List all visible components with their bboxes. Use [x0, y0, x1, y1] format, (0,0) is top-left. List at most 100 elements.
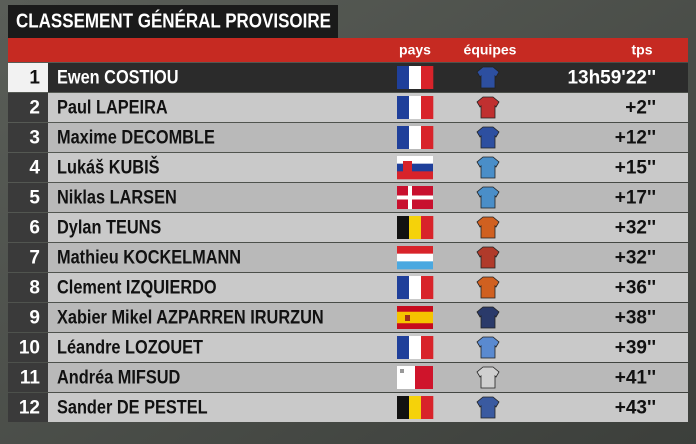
flag-part: [397, 253, 433, 262]
row-background: [48, 303, 688, 332]
rank-background: [8, 183, 48, 212]
time: +2'': [625, 98, 656, 119]
rank-background: [8, 123, 48, 152]
flag: [397, 306, 433, 329]
title: CLASSEMENT GÉNÉRAL PROVISOIRE: [16, 9, 331, 32]
flag: [397, 396, 434, 419]
time: +32'': [615, 218, 656, 239]
rank: 2: [29, 98, 40, 119]
flag-part: [421, 126, 434, 149]
time: +39'': [615, 338, 656, 359]
time: 13h59'22'': [567, 68, 656, 89]
flag: [397, 66, 434, 89]
row: 8 Clement IZQUIERDO +36'': [8, 273, 688, 302]
flag-part: [397, 396, 410, 419]
team-jersey: [476, 366, 500, 389]
row-background: [48, 213, 688, 242]
rank: 3: [29, 128, 40, 149]
flag-part: [397, 163, 433, 172]
flag-part: [397, 171, 433, 180]
flag-part: [421, 336, 434, 359]
flag: [397, 156, 433, 180]
time: +41'': [615, 368, 656, 389]
row-background: [48, 123, 688, 152]
row-background: [48, 363, 688, 392]
team-jersey: [476, 156, 500, 179]
row-background: [48, 243, 688, 272]
row-background: [48, 393, 688, 422]
row-background: [48, 183, 688, 212]
flag: [397, 126, 434, 149]
row-background: [48, 63, 688, 92]
row: 11 Andréa MIFSUD +41'': [8, 363, 688, 392]
rider-name: Maxime DECOMBLE: [57, 126, 215, 147]
rank-background: [8, 243, 48, 272]
flag-part: [397, 276, 410, 299]
team-jersey: [476, 396, 500, 419]
team-jersey: [476, 306, 500, 329]
rider-name: Léandre LOZOUET: [57, 336, 203, 357]
flag-part: [409, 96, 422, 119]
flag-part: [397, 66, 410, 89]
flag: [397, 246, 433, 270]
team-jersey: [476, 96, 500, 119]
flag-part: [403, 161, 412, 174]
rider-name: Dylan TEUNS: [57, 216, 161, 237]
rank-background: [8, 213, 48, 242]
flag-part: [409, 216, 422, 239]
flag-part: [397, 195, 433, 200]
rank: 12: [19, 398, 40, 419]
header-bar: [8, 38, 688, 62]
flag-part: [397, 126, 410, 149]
flag: [397, 276, 434, 299]
team-jersey: [476, 336, 500, 359]
rank: 11: [20, 368, 41, 389]
row: 3 Maxime DECOMBLE +12'': [8, 123, 688, 152]
rider-name: Clement IZQUIERDO: [57, 276, 217, 297]
rank-background: [8, 93, 48, 122]
flag-part: [397, 336, 410, 359]
time: +17'': [615, 188, 656, 209]
flag-part: [415, 366, 433, 389]
flag-part: [405, 315, 410, 321]
rank-background: [8, 393, 48, 422]
rank: 4: [29, 158, 40, 179]
flag-part: [421, 96, 434, 119]
flag-part: [397, 311, 433, 324]
time: +43'': [615, 398, 656, 419]
rank-background: [8, 363, 48, 392]
flag-part: [409, 126, 422, 149]
rank: 6: [29, 218, 40, 239]
row: 7 Mathieu KOCKELMANN +32'': [8, 243, 688, 272]
flag: [397, 96, 434, 119]
row: 5 Niklas LARSEN +17'': [8, 183, 688, 212]
flag-part: [409, 276, 422, 299]
row: 12 Sander DE PESTEL +43'': [8, 393, 688, 422]
rows: 1 Ewen COSTIOU 13h59'22'' 2 Paul LAPEIRA +2''…: [8, 63, 688, 422]
rider-name: Paul LAPEIRA: [57, 96, 168, 117]
flag: [397, 336, 434, 359]
team-jersey: [476, 216, 500, 239]
flag-part: [421, 396, 434, 419]
team-jersey: [476, 126, 500, 149]
flag-part: [397, 246, 433, 254]
row: 1 Ewen COSTIOU 13h59'22'': [8, 63, 688, 92]
row: 10 Léandre LOZOUET +39'': [8, 333, 688, 362]
rank: 1: [29, 68, 40, 89]
flag-part: [400, 369, 404, 373]
flag-part: [397, 366, 415, 389]
rider-name: Niklas LARSEN: [57, 186, 177, 207]
rank-background: [8, 153, 48, 182]
flag-part: [421, 216, 434, 239]
team-jersey: [476, 246, 500, 269]
row: 6 Dylan TEUNS +32'': [8, 213, 688, 242]
flag: [397, 366, 433, 389]
rider-name: Ewen COSTIOU: [57, 66, 179, 87]
rank: 7: [29, 248, 40, 269]
team-jersey: [476, 276, 500, 299]
flag-part: [397, 156, 433, 164]
col-country: pays: [399, 42, 431, 58]
rider-name: Xabier Mikel AZPARREN IRURZUN: [57, 306, 324, 327]
row: 9 Xabier Mikel AZPARREN IRURZUN +38'': [8, 303, 688, 332]
